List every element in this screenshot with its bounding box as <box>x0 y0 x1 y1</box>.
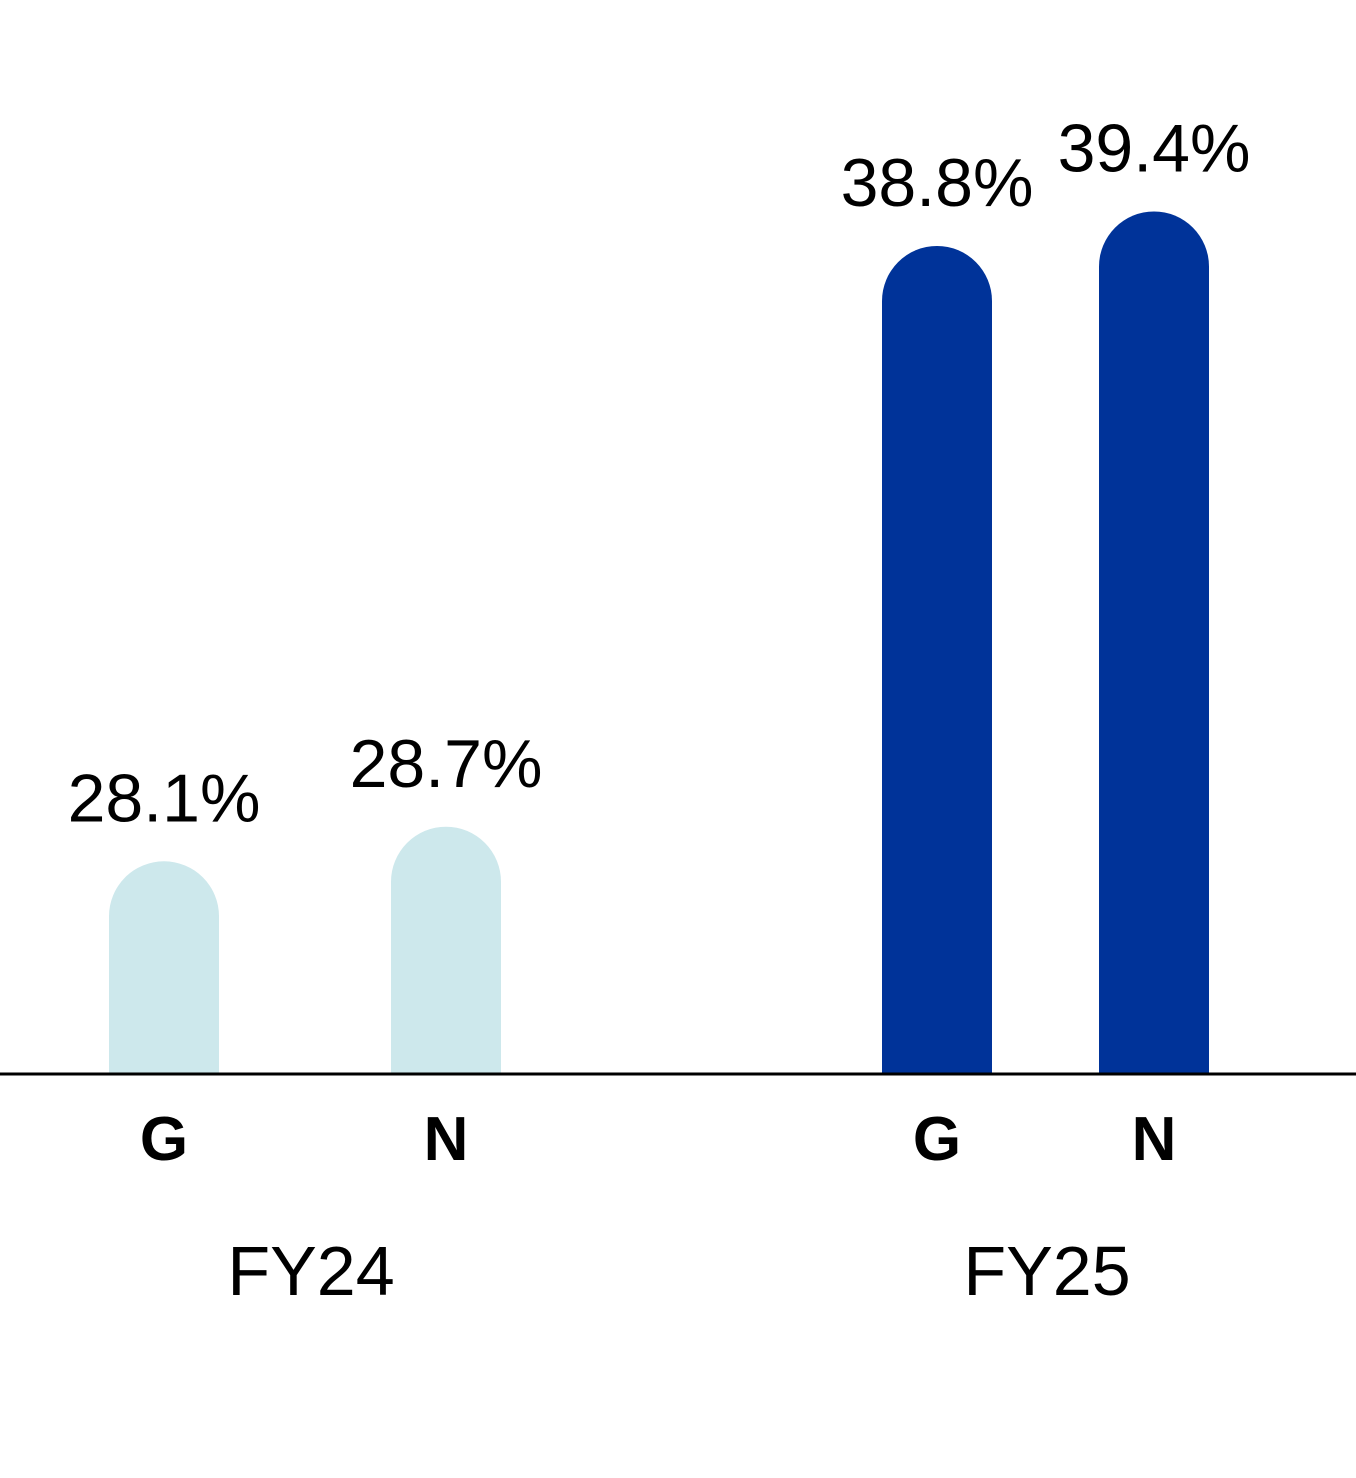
data-label-fy25-g: 38.8% <box>841 145 1034 221</box>
group-label-fy25: FY25 <box>963 1232 1130 1310</box>
group-label-fy24: FY24 <box>227 1232 394 1310</box>
data-label-fy25-n: 39.4% <box>1058 111 1251 187</box>
bar-fy24-n <box>391 826 501 1074</box>
bar-fy24-g <box>109 861 219 1074</box>
bar-fy25-g <box>882 246 992 1074</box>
bar-fy25-n <box>1099 211 1209 1074</box>
category-label-fy24-n: N <box>424 1105 469 1174</box>
data-label-fy24-n: 28.7% <box>350 726 543 802</box>
category-label-fy24-g: G <box>140 1105 188 1174</box>
category-label-fy25-n: N <box>1132 1105 1177 1174</box>
data-label-fy24-g: 28.1% <box>68 760 261 836</box>
category-label-fy25-g: G <box>913 1105 961 1174</box>
bars-layer <box>109 211 1209 1074</box>
